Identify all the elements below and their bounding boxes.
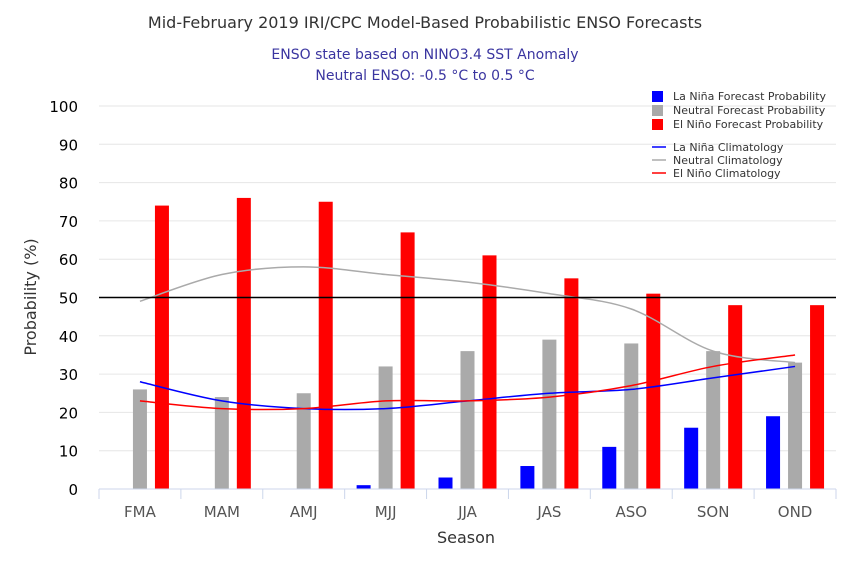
x-axis-label: Season (437, 528, 495, 547)
x-tick-label: OND (778, 503, 813, 521)
el-nino-climatology-legend-label: El Niño Climatology (673, 167, 781, 180)
chart-subtitle-line-2: Neutral ENSO: -0.5 °C to 0.5 °C (315, 68, 534, 84)
el-nino-forecast-probability-bar (810, 305, 825, 489)
bar-marks (132, 197, 825, 490)
x-tick-label: ASO (615, 503, 647, 521)
y-tick-label: 70 (59, 213, 78, 231)
neutral-forecast-probability-legend-swatch (652, 105, 663, 116)
neutral-forecast-probability-bar (706, 351, 721, 489)
el-nino-forecast-probability-bar (400, 232, 415, 489)
x-tick-label: MAM (204, 503, 240, 521)
x-tick-label: JJA (457, 503, 478, 521)
neutral-climatology-legend-label: Neutral Climatology (673, 154, 783, 167)
x-tick-label: SON (697, 503, 730, 521)
chart-subtitle-line-1: ENSO state based on NINO3.4 SST Anomaly (271, 47, 578, 63)
la-nina-forecast-probability-legend-label: La Niña Forecast Probability (673, 90, 827, 103)
y-tick-label: 10 (59, 443, 78, 461)
el-nino-forecast-probability-bar (482, 255, 497, 489)
y-tick-label: 40 (59, 328, 78, 346)
el-nino-forecast-probability-bar (728, 305, 743, 489)
x-tick-label: JAS (536, 503, 561, 521)
el-nino-climatology-line (139, 354, 796, 411)
y-tick-label: 90 (59, 136, 78, 154)
y-tick-label: 30 (59, 366, 78, 384)
y-tick-label: 100 (49, 98, 78, 116)
la-nina-forecast-probability-legend-swatch (652, 91, 663, 102)
neutral-forecast-probability-bar (542, 339, 557, 489)
la-nina-forecast-probability-bar (766, 416, 781, 489)
el-nino-forecast-probability-legend-label: El Niño Forecast Probability (673, 118, 824, 131)
neutral-forecast-probability-bar (132, 389, 147, 489)
neutral-forecast-probability-legend-label: Neutral Forecast Probability (673, 104, 826, 117)
la-nina-forecast-probability-bar (684, 427, 699, 489)
y-tick-label: 60 (59, 251, 78, 269)
y-tick-label: 50 (59, 290, 78, 308)
la-nina-climatology-legend-label: La Niña Climatology (673, 141, 784, 154)
el-nino-forecast-probability-legend-swatch (652, 119, 663, 130)
x-axis-ticks: FMA MAM AMJ MJJ JJA JAS ASO SON OND (124, 503, 812, 521)
el-nino-forecast-probability-bar (236, 197, 251, 490)
neutral-forecast-probability-bar (624, 343, 639, 489)
neutral-forecast-probability-bar (378, 366, 393, 489)
y-axis-ticks: 0 10 20 30 40 50 60 70 80 90 100 (49, 98, 78, 499)
el-nino-forecast-probability-bar (646, 293, 661, 489)
y-tick-label: 0 (68, 481, 78, 499)
la-nina-forecast-probability-bar (438, 477, 453, 489)
neutral-forecast-probability-bar (214, 397, 229, 489)
y-tick-label: 80 (59, 175, 78, 193)
x-axis (98, 488, 837, 499)
neutral-forecast-probability-bar (788, 362, 803, 489)
el-nino-forecast-probability-bar (318, 201, 333, 489)
x-tick-label: MJJ (375, 503, 397, 521)
x-tick-label: FMA (124, 503, 157, 521)
climatology-lines (139, 266, 796, 411)
chart-title: Mid-February 2019 IRI/CPC Model-Based Pr… (148, 13, 702, 32)
y-axis-label: Probability (%) (21, 238, 40, 355)
x-tick-label: AMJ (290, 503, 318, 521)
el-nino-forecast-probability-bar (154, 205, 169, 489)
la-nina-forecast-probability-bar (356, 485, 371, 489)
neutral-climatology-line (139, 266, 796, 364)
la-nina-forecast-probability-bar (520, 466, 535, 489)
la-nina-forecast-probability-bar (602, 446, 617, 489)
y-tick-label: 20 (59, 404, 78, 422)
neutral-forecast-probability-bar (296, 393, 311, 489)
neutral-forecast-probability-bar (460, 351, 475, 489)
el-nino-forecast-probability-bar (564, 278, 579, 489)
